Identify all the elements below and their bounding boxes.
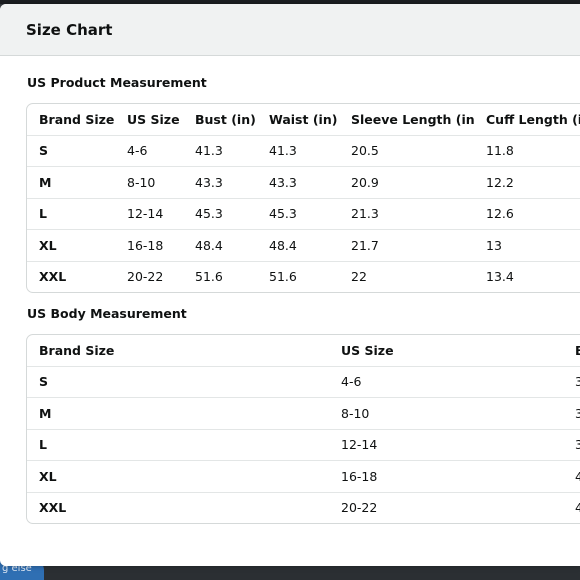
table-cell: 21.3 <box>339 198 474 230</box>
table-row: M 8-10 3 <box>27 397 580 430</box>
table-row: L 12-14 45.3 45.3 21.3 12.6 <box>27 198 580 230</box>
table-cell: 43.3 <box>183 166 257 199</box>
modal-header: Size Chart <box>0 4 580 56</box>
brand-size-cell: L <box>27 429 329 461</box>
table-cell: 21.7 <box>339 229 474 262</box>
table-cell: 20.5 <box>339 135 474 167</box>
table-row: XL 16-18 4 <box>27 460 580 493</box>
table-cell: 12-14 <box>115 198 183 230</box>
table-row: XXL 20-22 4 <box>27 492 580 523</box>
table-cell: 3 <box>563 397 580 430</box>
table-cell: 48.4 <box>183 229 257 262</box>
brand-size-cell: L <box>27 198 115 230</box>
brand-size-cell: XL <box>27 229 115 262</box>
table-header-row: Brand Size US Size Bust (in) Waist (in) … <box>27 104 580 136</box>
table-cell: 11.8 <box>474 135 580 167</box>
column-header: B <box>563 335 580 367</box>
column-header: Bust (in) <box>183 104 257 136</box>
table-cell: 20-22 <box>127 269 164 285</box>
column-header: Sleeve Length (in) <box>339 104 474 136</box>
table-cell: 4 <box>563 460 580 493</box>
table-cell: 43.3 <box>257 166 339 199</box>
size-chart-modal: Size Chart US Product Measurement Brand … <box>0 4 580 566</box>
brand-size-cell: XL <box>27 460 329 493</box>
table-cell: 41.3 <box>257 135 339 167</box>
column-header: Cuff Length (in) <box>474 104 580 136</box>
table-header-row: Brand Size US Size B <box>27 335 580 367</box>
table-row: M 8-10 43.3 43.3 20.9 12.2 <box>27 166 580 199</box>
table-cell: 12-14 <box>329 429 563 461</box>
table-cell: 51.6 <box>195 269 223 285</box>
product-measurement-table[interactable]: Brand Size US Size Bust (in) Waist (in) … <box>26 103 580 293</box>
brand-size-cell: M <box>27 397 329 430</box>
brand-size-cell: XXL <box>39 269 67 285</box>
modal-title: Size Chart <box>26 20 113 39</box>
table-cell: 45.3 <box>183 198 257 230</box>
table-cell: 12.2 <box>474 166 580 199</box>
brand-size-cell: S <box>27 366 329 398</box>
table-cell: 51.6 <box>269 269 297 285</box>
table-cell: 13 <box>474 229 580 262</box>
column-header: Waist (in) <box>257 104 339 136</box>
table-cell: 4 <box>563 492 580 523</box>
body-measurement-title: US Body Measurement <box>27 306 187 321</box>
brand-size-cell: M <box>27 166 115 199</box>
table-row: S 4-6 41.3 41.3 20.5 11.8 <box>27 135 580 167</box>
table-cell: 13.4 <box>486 269 514 285</box>
product-measurement-title: US Product Measurement <box>27 75 207 90</box>
table-row: XXL 20-22 51.6 51.6 22 13.4 <box>27 261 580 292</box>
table-cell: 41.3 <box>183 135 257 167</box>
table-cell: 8-10 <box>329 397 563 430</box>
table-cell: 16-18 <box>115 229 183 262</box>
table-cell: 22 <box>351 269 367 285</box>
table-cell: 8-10 <box>115 166 183 199</box>
column-header: Brand Size <box>27 104 115 136</box>
table-cell: 16-18 <box>329 460 563 493</box>
table-cell: 3 <box>563 366 580 398</box>
table-cell: 20.9 <box>339 166 474 199</box>
table-cell: 48.4 <box>257 229 339 262</box>
table-cell: 12.6 <box>474 198 580 230</box>
background-page-bottom <box>0 566 580 580</box>
brand-size-cell: S <box>27 135 115 167</box>
brand-size-cell: XXL <box>39 500 67 516</box>
table-row: L 12-14 3 <box>27 429 580 461</box>
table-row: S 4-6 3 <box>27 366 580 398</box>
body-measurement-table[interactable]: Brand Size US Size B S 4-6 3 M 8-10 3 L <box>26 334 580 524</box>
background-page <box>0 0 580 4</box>
table-cell: 3 <box>563 429 580 461</box>
table-row: XL 16-18 48.4 48.4 21.7 13 <box>27 229 580 262</box>
table-cell: 4-6 <box>329 366 563 398</box>
column-header: Brand Size <box>27 335 329 367</box>
column-header: US Size <box>115 104 183 136</box>
table-cell: 45.3 <box>257 198 339 230</box>
column-header: US Size <box>329 335 563 367</box>
table-cell: 20-22 <box>341 500 378 516</box>
table-cell: 4-6 <box>115 135 183 167</box>
